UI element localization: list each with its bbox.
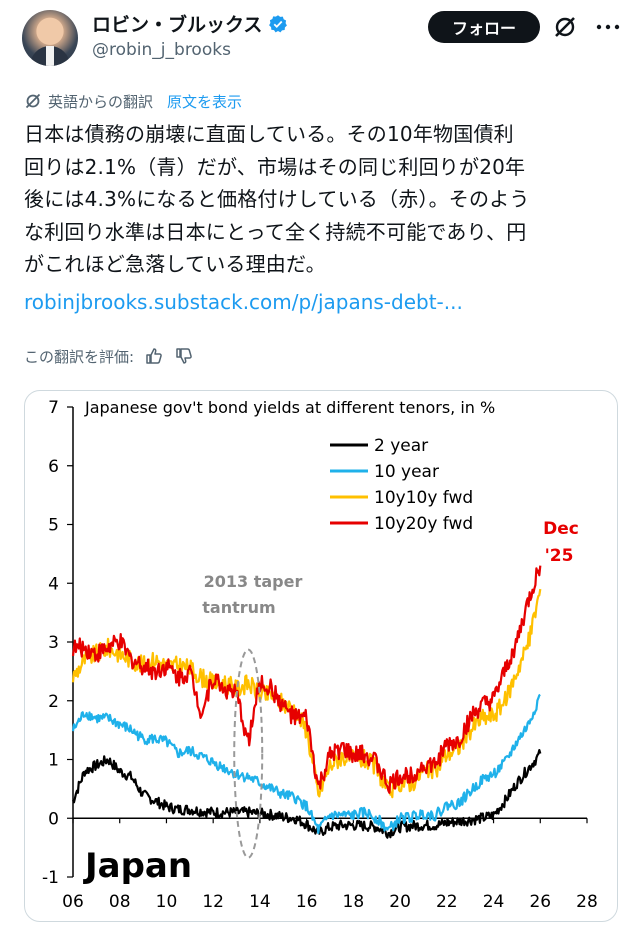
series-line-10y20y-fwd (71, 565, 542, 794)
thumbs-up-icon[interactable] (144, 346, 164, 366)
more-options-icon[interactable] (596, 24, 620, 30)
x-tick-label: 24 (483, 892, 505, 912)
x-tick-label: 08 (109, 892, 131, 912)
x-tick-label: 26 (529, 892, 551, 912)
y-tick-label: 1 (48, 751, 59, 771)
annotation-dec-line1: Dec (543, 519, 579, 539)
annotation-dec-line2: '25 (545, 546, 574, 566)
legend-entry: 10y20y fwd (374, 514, 473, 534)
x-tick-label: 28 (576, 892, 598, 912)
author-name-row[interactable]: ロビン・ブルックス (92, 10, 288, 37)
y-tick-label: 0 (48, 809, 59, 829)
post-link[interactable]: robinjbrooks.substack.com/p/japans-debt-… (24, 290, 463, 314)
y-tick-label: 4 (48, 574, 59, 594)
series-line-10-year (71, 693, 541, 835)
y-tick-label: 7 (48, 398, 59, 418)
x-tick-label: 16 (296, 892, 318, 912)
y-tick-label: -1 (42, 868, 59, 888)
annotation-taper-line1: 2013 taper (204, 572, 303, 591)
show-original-link[interactable]: 原文を表示 (167, 92, 243, 111)
thumbs-down-icon[interactable] (174, 346, 194, 366)
x-tick-label: 06 (62, 892, 84, 912)
legend-entry: 10 year (374, 462, 439, 482)
post-line: がこれほど急落している理由だ。 (24, 252, 326, 276)
post-line: 後には4.3%になると価格付けしている（赤）。そのよう (24, 187, 530, 211)
post-line: な利回り水準は日本にとって全く持続不可能であり、円 (24, 219, 527, 244)
grok-icon[interactable] (552, 14, 578, 40)
translate-icon (25, 93, 41, 109)
post-header: ロビン・ブルックス @robin_j_brooks フォロー (0, 0, 640, 80)
follow-button[interactable]: フォロー (428, 11, 540, 43)
y-tick-label: 2 (48, 692, 59, 712)
avatar[interactable] (22, 10, 78, 66)
chart-title: Japanese gov't bond yields at different … (84, 398, 495, 417)
x-tick-label: 18 (343, 892, 365, 912)
translation-notice: 英語からの翻訳 原文を表示 (24, 90, 242, 112)
verified-badge-icon (269, 14, 288, 32)
legend-entry: 10y10y fwd (374, 488, 473, 508)
post-line: 日本は債務の崩壊に直面している。その10年物国債利 (24, 122, 514, 146)
author-handle[interactable]: @robin_j_brooks (92, 40, 231, 60)
series-line-2-year (71, 749, 542, 839)
x-tick-label: 14 (249, 892, 271, 912)
x-tick-label: 12 (202, 892, 224, 912)
y-tick-label: 3 (48, 633, 59, 653)
author-name[interactable]: ロビン・ブルックス (92, 14, 263, 36)
y-tick-label: 6 (48, 457, 59, 477)
rate-label: この翻訳を評価: (24, 347, 135, 366)
x-tick-label: 22 (436, 892, 458, 912)
annotation-taper-line2: tantrum (202, 598, 275, 617)
translation-label: 英語からの翻訳 (48, 92, 154, 111)
country-label: Japan (83, 846, 192, 886)
post-text: 日本は債務の崩壊に直面している。その10年物国債利 回りは2.1%（青）だが、市… (24, 118, 620, 281)
post-line: 回りは2.1%（青）だが、市場はその同じ利回りが20年 (24, 154, 526, 179)
x-tick-label: 10 (156, 892, 178, 912)
x-tick-label: 20 (389, 892, 411, 912)
y-tick-label: 5 (48, 516, 59, 536)
rate-translation: この翻訳を評価: (24, 344, 194, 368)
chart-card[interactable]: 7 6 5 4 3 2 1 0 -1 06 08 10 12 14 16 18 20 22 24 26 28 Japane… (24, 390, 618, 922)
legend-entry: 2 year (374, 436, 428, 456)
series-line-10y10y-fwd (71, 588, 542, 799)
